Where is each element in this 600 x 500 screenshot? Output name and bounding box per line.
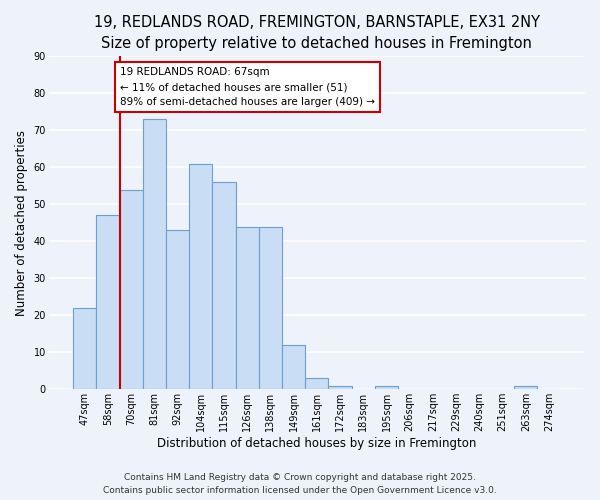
- Bar: [514, 386, 538, 390]
- Bar: [236, 226, 259, 390]
- Text: 19 REDLANDS ROAD: 67sqm
← 11% of detached houses are smaller (51)
89% of semi-de: 19 REDLANDS ROAD: 67sqm ← 11% of detache…: [120, 68, 375, 107]
- Y-axis label: Number of detached properties: Number of detached properties: [15, 130, 28, 316]
- Title: 19, REDLANDS ROAD, FREMINGTON, BARNSTAPLE, EX31 2NY
Size of property relative to: 19, REDLANDS ROAD, FREMINGTON, BARNSTAPL…: [94, 15, 540, 51]
- Bar: [212, 182, 236, 390]
- Bar: [328, 386, 352, 390]
- Bar: [375, 386, 398, 390]
- Bar: [73, 308, 97, 390]
- Bar: [97, 216, 119, 390]
- Bar: [119, 190, 143, 390]
- Bar: [259, 226, 282, 390]
- Bar: [189, 164, 212, 390]
- Bar: [143, 119, 166, 390]
- Bar: [166, 230, 189, 390]
- Text: Contains HM Land Registry data © Crown copyright and database right 2025.
Contai: Contains HM Land Registry data © Crown c…: [103, 474, 497, 495]
- X-axis label: Distribution of detached houses by size in Fremington: Distribution of detached houses by size …: [157, 437, 476, 450]
- Bar: [282, 345, 305, 390]
- Bar: [305, 378, 328, 390]
